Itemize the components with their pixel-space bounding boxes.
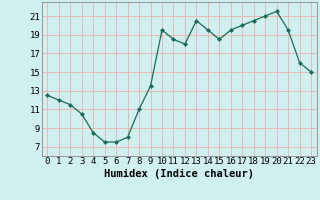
X-axis label: Humidex (Indice chaleur): Humidex (Indice chaleur) (104, 169, 254, 179)
